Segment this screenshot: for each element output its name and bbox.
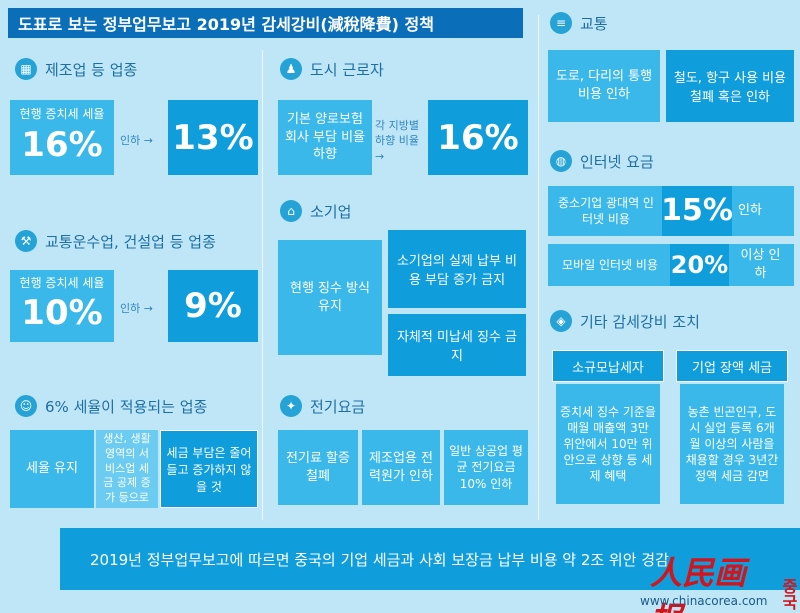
section-electricity-heading: ✦ 전기요금 xyxy=(280,395,365,417)
urban-box-1: 기본 양로보험 회사 부담 비율 하향 xyxy=(278,100,372,175)
transport-arrow: 인하 → xyxy=(120,302,153,315)
internet-rate-1: 15% xyxy=(661,186,733,236)
page-title: 도표로 보는 정부업무보고 2019년 감세강비(減稅降費) 정책 xyxy=(18,15,434,34)
six-percent-box-1: 세율 유지 xyxy=(10,430,94,508)
shop-icon: ⌂ xyxy=(280,200,302,222)
six-percent-box-3: 세금 부담은 줄어들고 증가하지 않을 것 xyxy=(160,430,258,508)
internet-box-2: 모바일 인터넷 비용 20% 이상 인하 xyxy=(548,244,794,286)
divider-left xyxy=(262,50,263,520)
section-manufacturing-heading: ▦ 제조업 등 업종 xyxy=(15,58,137,80)
tag-icon: ◈ xyxy=(550,310,572,332)
divider-right xyxy=(538,15,539,520)
transport-box-2: 철도, 항구 사용 비용 철폐 혹은 인하 xyxy=(666,50,794,122)
worker-icon: ♟ xyxy=(280,58,302,80)
manufacturing-arrow: 인하 → xyxy=(120,134,153,147)
electricity-box-3: 일반 상공업 평균 전기요금 10% 인하 xyxy=(444,430,528,505)
logo-korean: 중국 xyxy=(779,578,798,610)
small-business-box-3: 자체적 미납세 징수 금지 xyxy=(388,314,526,376)
electricity-box-1: 전기료 할증 철폐 xyxy=(278,430,358,505)
section-transport-heading: ≡ 교통 xyxy=(550,12,608,34)
internet-rate-2: 20% xyxy=(670,244,729,286)
manufacturing-current-box: 현행 증치세 세율 16% xyxy=(10,100,114,175)
urban-rate-box: 16% xyxy=(428,100,528,175)
transport-box-1: 도로, 다리의 통행 비용 인하 xyxy=(548,50,660,122)
other-col1-title: 소규모납세자 xyxy=(552,350,664,382)
manufacturing-new-box: 13% xyxy=(168,100,258,175)
urban-arrow: 각 지방별 하향 비율 → xyxy=(375,119,419,163)
section-transport-construction-heading: ⚒ 교통운수업, 건설업 등 업종 xyxy=(15,230,216,252)
road-icon: ≡ xyxy=(550,12,572,34)
internet-box-1: 중소기업 광대역 인터넷 비용 15% 인하 xyxy=(548,186,794,236)
crane-icon: ⚒ xyxy=(15,230,37,252)
lightbulb-icon: ✦ xyxy=(280,395,302,417)
footer-banner: 2019년 정부업무보고에 따르면 중국의 기업 세금과 사회 보장금 납부 비… xyxy=(60,528,800,590)
title-bar: 도표로 보는 정부업무보고 2019년 감세강비(減稅降費) 정책 xyxy=(8,8,523,38)
other-col2-body: 농촌 빈곤인구, 도시 실업 등록 6개월 이상의 사람을 채용할 경우 3년간… xyxy=(680,384,784,504)
publisher-logo: 人民画报 중국 xyxy=(650,548,800,613)
other-col2-title: 기업 장액 세금 xyxy=(676,350,788,382)
section-six-percent-heading: ☺ 6% 세율이 적용되는 업종 xyxy=(15,395,207,417)
transport-current-box: 현행 증치세 세율 10% xyxy=(10,270,114,342)
site-url: www.chinacorea.com xyxy=(640,594,768,608)
globe-icon: ◍ xyxy=(550,150,572,172)
small-business-box-2: 소기업의 실제 납부 비용 부담 증가 금지 xyxy=(388,230,526,308)
section-small-business-heading: ⌂ 소기업 xyxy=(280,200,351,222)
transport-new-box: 9% xyxy=(168,270,258,342)
six-percent-box-2: 생산, 생활 영역의 서비스업 세금 공제 증가 등으로 xyxy=(96,430,158,508)
people-icon: ☺ xyxy=(15,395,37,417)
small-business-box-1: 현행 징수 방식 유지 xyxy=(278,240,382,355)
section-urban-workers-heading: ♟ 도시 근로자 xyxy=(280,58,384,80)
logo-calligraphy: 人民画报 xyxy=(650,554,747,613)
electricity-box-2: 제조업용 전력원가 인하 xyxy=(362,430,440,505)
section-other-heading: ◈ 기타 감세강비 조치 xyxy=(550,310,700,332)
footer-text: 2019년 정부업무보고에 따르면 중국의 기업 세금과 사회 보장금 납부 비… xyxy=(90,550,669,569)
other-col1-body: 증치세 징수 기준을 매월 매출액 3만 위안에서 10만 위안으로 상향 등 … xyxy=(556,384,660,504)
section-internet-heading: ◍ 인터넷 요금 xyxy=(550,150,654,172)
factory-icon: ▦ xyxy=(15,58,37,80)
